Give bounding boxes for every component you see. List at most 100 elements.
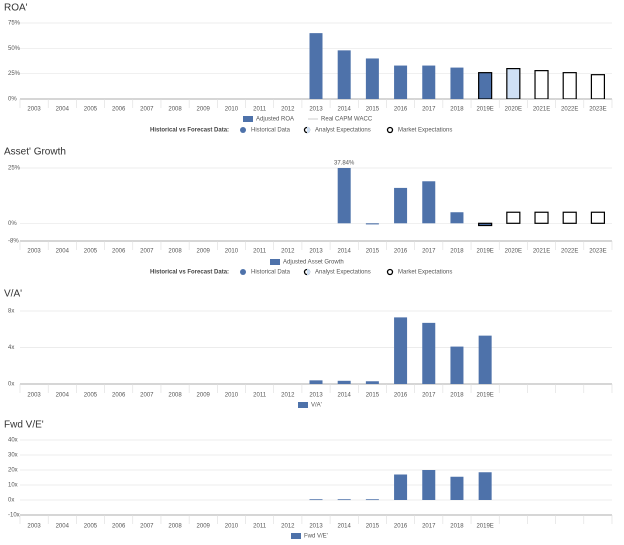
x-tick-label: 2016 [394,524,408,530]
bar [590,74,606,99]
x-tick-label: 2007 [140,393,154,399]
bar [562,72,577,99]
legend-marker-half [307,126,311,134]
bar [450,476,464,500]
x-tick-label: 2014 [338,107,352,113]
x-tick-label: 2014 [338,393,352,399]
x-tick-label: 2019E [476,107,493,113]
x-tick-label: 2005 [84,524,98,530]
bar [337,499,351,501]
x-tick-label: 2006 [112,107,126,113]
x-tick-label: 2010 [225,249,239,255]
x-tick-label: 2018 [450,249,464,255]
y-tick-label: 30x [8,453,18,459]
legend-marker [240,269,246,275]
bar [534,211,549,224]
legend-label: Fwd V/E' [304,534,328,540]
bar [506,211,521,224]
x-tick-label: 2004 [56,107,70,113]
x-tick-label: 2007 [140,107,154,113]
legend-label: V/A' [311,403,322,409]
bar [450,212,464,224]
forecast-legend-title: Historical vs Forecast Data: [150,128,229,134]
x-tick-label: 2005 [84,107,98,113]
x-tick-label: 2018 [450,107,464,113]
legend-swatch [243,116,253,122]
x-tick-label: 2020E [505,107,522,113]
x-tick-label: 2023E [589,107,606,113]
forecast-legend-title: Historical vs Forecast Data: [150,270,229,276]
x-tick-label: 2005 [84,393,98,399]
x-tick-label: 2017 [422,524,436,530]
x-tick-label: 2016 [394,393,408,399]
y-tick-label: 25% [8,166,21,172]
y-tick-label: 10x [8,483,18,489]
x-tick-label: 2010 [225,524,239,530]
legend-marker-half [307,268,311,276]
bar [365,381,379,384]
x-tick-label: 2018 [450,393,464,399]
bar [534,70,549,99]
y-tick-label: 0% [8,97,17,103]
legend-label: Adjusted ROA [256,117,294,123]
x-tick-label: 2004 [56,249,70,255]
x-tick-label: 2019E [476,393,493,399]
bar [365,223,379,225]
x-tick-label: 2016 [394,107,408,113]
bar [562,211,577,224]
x-tick-label: 2013 [309,249,323,255]
x-tick-label: 2011 [253,249,267,255]
bar [422,470,436,500]
bar [309,380,323,384]
y-tick-label: 40x [8,438,18,444]
bar [394,474,408,500]
bar [478,222,493,227]
x-tick-label: 2014 [338,249,352,255]
x-tick-label: 2006 [112,524,126,530]
x-tick-label: 2003 [27,393,41,399]
legend-label: Adjusted Asset Growth [283,260,344,266]
x-tick-label: 2014 [338,524,352,530]
legend-marker [386,126,394,134]
x-tick-label: 2009 [197,249,211,255]
forecast-legend-label: Historical Data [251,270,291,276]
bar [309,499,323,501]
bar [450,67,464,99]
x-tick-label: 2020E [505,249,522,255]
x-tick-label: 2007 [140,249,154,255]
x-tick-label: 2023E [589,249,606,255]
chart-title: ROA' [4,3,28,14]
x-tick-label: 2012 [281,524,295,530]
bar [394,187,408,224]
bars [337,168,606,227]
bar [478,472,492,500]
bar [394,65,408,99]
bar [394,317,408,384]
x-tick-label: 2013 [309,524,323,530]
x-tick-label: 2015 [366,249,380,255]
forecast-legend-label: Analyst Expectations [315,270,371,276]
x-tick-label: 2021E [533,107,550,113]
x-tick-label: 2019E [476,249,493,255]
x-tick-label: 2007 [140,524,154,530]
x-tick-label: 2003 [27,107,41,113]
x-tick-label: 2004 [56,393,70,399]
x-tick-label: 2003 [27,249,41,255]
x-tick-label: 2012 [281,107,295,113]
bars [309,470,492,501]
bar [478,335,492,384]
legend-marker [240,127,246,133]
x-tick-label: 2015 [366,107,380,113]
x-tick-label: 2009 [197,107,211,113]
legend-swatch [298,402,308,408]
x-tick-label: 2013 [309,393,323,399]
bar [365,58,379,99]
x-tick-label: 2017 [422,393,436,399]
x-tick-label: 2005 [84,249,98,255]
bar [365,499,379,501]
x-tick-label: 2012 [281,249,295,255]
legend-swatch [270,259,280,265]
x-tick-label: 2017 [422,107,436,113]
x-tick-label: 2015 [366,393,380,399]
x-tick-label: 2008 [168,107,182,113]
